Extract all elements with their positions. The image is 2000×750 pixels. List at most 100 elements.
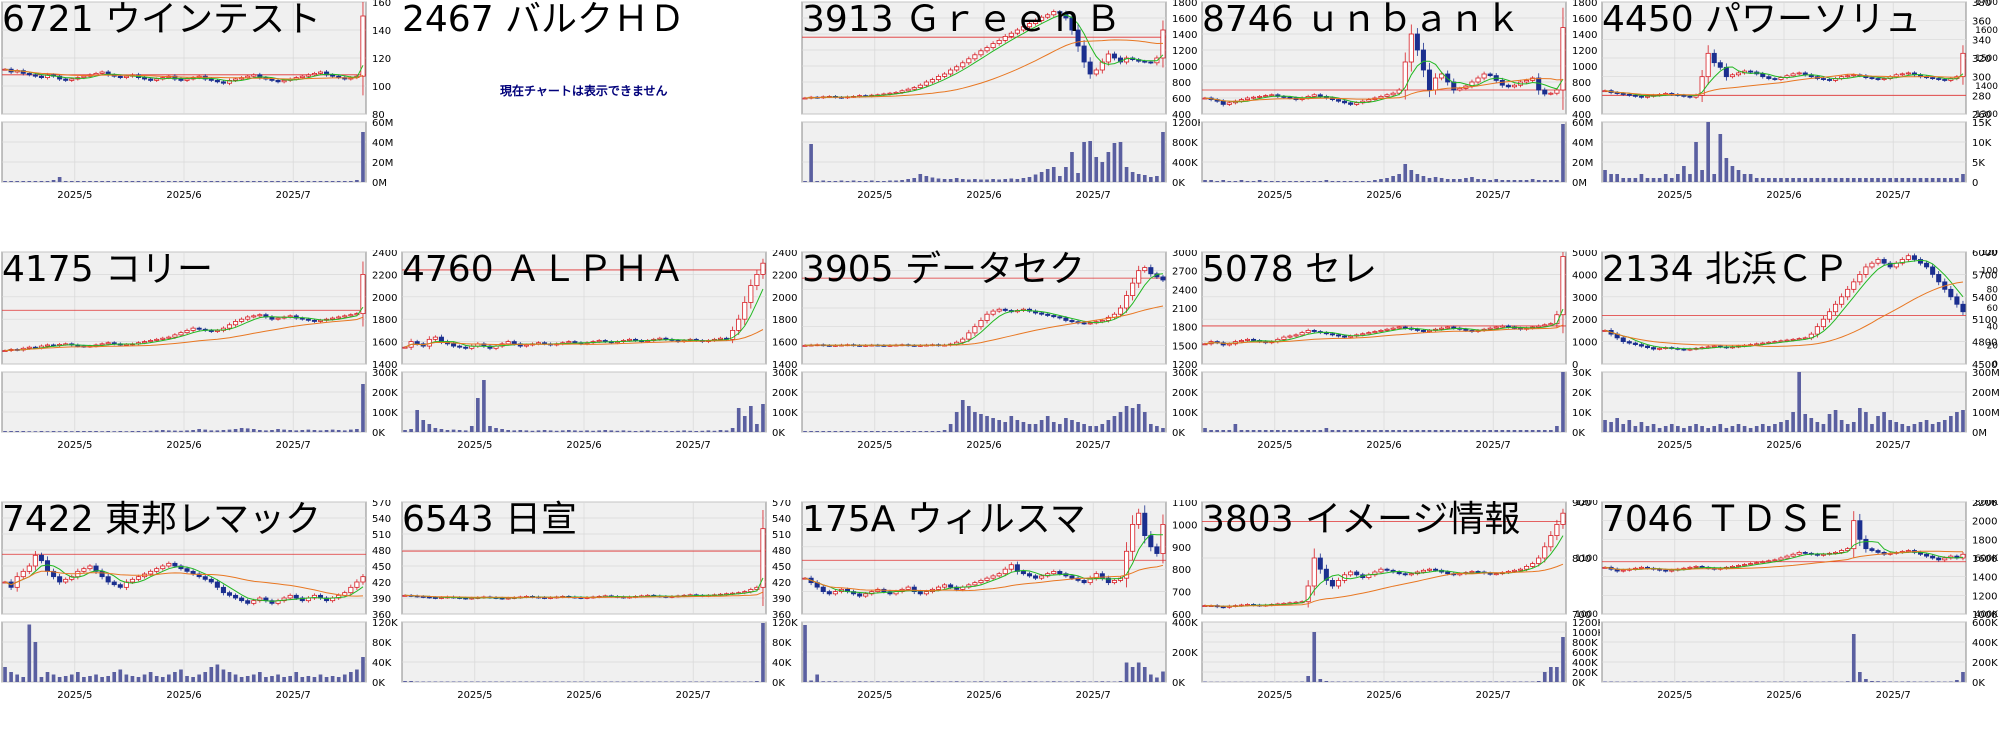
candle-body: [1905, 550, 1911, 552]
stock-chart-5[interactable]: 4175 コリー 1400 1600 1800 2000 2200 2400 2025/5 20…: [0, 249, 400, 500]
volume-bar: [1130, 172, 1135, 182]
candle-body: [360, 576, 366, 583]
candle-body: [1869, 262, 1875, 268]
stock-chart-14[interactable]: 7046 ＴＤＳＥ 1000 1200 1400 1600 1800 2000 2200 202…: [1600, 499, 2000, 750]
stock-chart-3[interactable]: 8746 ｕｎｂａｎｋ 400 600 800 1000 1200 1400 1600 1800…: [1200, 0, 1600, 250]
stock-chart-13[interactable]: 3803 イメージ情報 700 800 900 2025/5 2025/6 2025/7 0K…: [1200, 499, 1600, 750]
volume-bar: [88, 181, 92, 182]
volume-bar: [1415, 430, 1420, 432]
candle-body: [1711, 52, 1717, 64]
candle-body: [414, 341, 420, 345]
stock-chart-12[interactable]: 175A ウィルスマ 600 700 800 900 1000 1100 2025/5 2025…: [800, 499, 1200, 750]
candle-body: [1335, 334, 1342, 337]
volume-bar: [991, 418, 995, 432]
candle-body: [1081, 322, 1087, 325]
volume-bar: [245, 676, 250, 682]
candle-body: [44, 560, 51, 572]
volume-bar: [1864, 412, 1868, 432]
candle-body: [1039, 16, 1045, 21]
price-tick-label: 700: [1572, 610, 1591, 621]
volume-bar: [627, 430, 632, 432]
candle-body: [214, 80, 220, 83]
volume-bar: [1124, 662, 1129, 682]
volume-bar: [1506, 180, 1511, 182]
candle-body: [190, 327, 196, 331]
volume-bar: [1276, 430, 1280, 432]
volume-bar: [1203, 681, 1207, 682]
candle-body: [1924, 553, 1930, 557]
price-tick-label: 5100: [1972, 315, 1997, 326]
volume-bar: [633, 681, 638, 682]
price-tick-label: 1000: [1572, 62, 1597, 73]
candle-body: [1148, 267, 1154, 275]
volume-bar: [288, 181, 292, 182]
volume-bar: [1409, 681, 1414, 682]
stock-chart-1[interactable]: 2467 バルクＨＤ 現在チャートは表示できません: [400, 0, 800, 250]
volume-bar: [45, 672, 50, 682]
volume-bar: [1542, 430, 1547, 432]
volume-bar: [942, 430, 947, 432]
volume-bar: [494, 681, 498, 682]
volume-bar: [876, 181, 880, 182]
volume-bar: [851, 681, 856, 682]
volume-bar: [500, 681, 504, 682]
candle-body: [214, 581, 220, 588]
stock-chart-7[interactable]: 3905 データセク 1200 1500 1800 2100 2400 2700 3000 20…: [800, 249, 1200, 500]
volume-bar: [1306, 430, 1310, 432]
volume-bar: [15, 181, 19, 182]
volume-bar: [985, 681, 989, 682]
stock-chart-11[interactable]: 6543 日宣 360 390 420 450 480 510 540 570 2025/5 202…: [400, 499, 800, 750]
stock-chart-8[interactable]: 5078 セレ 0 1000 2000 3000 4000 5000 2025/5 2025/6…: [1200, 249, 1600, 500]
stock-chart-0[interactable]: 6721 ウインテスト 80 100 120 140 160 2025/5 2025/6 202…: [0, 0, 400, 250]
volume-bar: [130, 181, 135, 182]
volume-bar: [1851, 178, 1856, 182]
volume-bar: [1064, 418, 1068, 432]
volume-bar: [579, 430, 583, 432]
volume-bar: [651, 430, 656, 432]
x-tick-label: 2025/7: [276, 690, 311, 701]
volume-bar: [1336, 681, 1341, 682]
volume-bar: [1833, 410, 1838, 432]
volume-tick-label: 60M: [1572, 118, 1593, 129]
volume-bar: [718, 681, 723, 682]
volume-bar: [991, 179, 995, 182]
price-tick-label: 360: [372, 610, 391, 621]
secondary-axis-label: 600K: [1975, 554, 1999, 564]
candle-body: [208, 578, 214, 583]
volume-bar: [1045, 169, 1050, 182]
volume-bar: [1561, 637, 1565, 682]
volume-bar: [700, 430, 705, 432]
candle-body: [948, 69, 954, 75]
volume-bar: [1549, 180, 1553, 182]
stock-chart-10[interactable]: 7422 東邦レマック 360 390 420 450 480 510 540 570 2025/…: [0, 499, 400, 750]
candle-body: [742, 302, 748, 320]
x-tick-label: 2025/7: [1076, 190, 1111, 201]
volume-bar: [1009, 416, 1014, 432]
volume-bar: [1561, 372, 1565, 432]
volume-bar: [1961, 672, 1965, 682]
volume-bar: [1815, 422, 1820, 432]
volume-bar: [1657, 178, 1662, 182]
volume-bar: [1076, 422, 1080, 432]
volume-bar: [1930, 424, 1935, 432]
stock-chart-6[interactable]: 4760 ＡＬＰＨＡ 1400 1600 1800 2000 2200 2400 2025/5…: [400, 249, 800, 500]
stock-chart-2[interactable]: 3913 ＧｒｅｅｎＢ 400 600 800 1000 1200 1400 1600 1800…: [800, 0, 1200, 250]
volume-bar: [1100, 162, 1105, 182]
volume-bar: [1961, 174, 1965, 182]
candle-body: [1948, 288, 1954, 298]
volume-bar: [209, 430, 214, 432]
volume-bar: [173, 181, 177, 182]
volume-bar: [1724, 158, 1729, 182]
volume-bar: [160, 181, 165, 182]
volume-bar: [1161, 671, 1165, 682]
volume-bar: [233, 674, 238, 682]
x-tick-label: 2025/5: [457, 440, 492, 451]
price-tick-label: 900: [1172, 543, 1191, 554]
candle-body: [1251, 96, 1257, 99]
stock-chart-9[interactable]: 2134 北浜ＣＰ 4500 4800 5100 5400 5700 6000 2025/5 2…: [1600, 249, 2000, 500]
candle-body: [978, 50, 984, 56]
stock-chart-4[interactable]: 4450 パワーソリュ 260 280 300 320 340 360 380 2025/5 20…: [1600, 0, 2000, 250]
candle-body: [129, 578, 135, 583]
volume-bar: [930, 177, 935, 182]
volume-bar: [1149, 177, 1153, 182]
